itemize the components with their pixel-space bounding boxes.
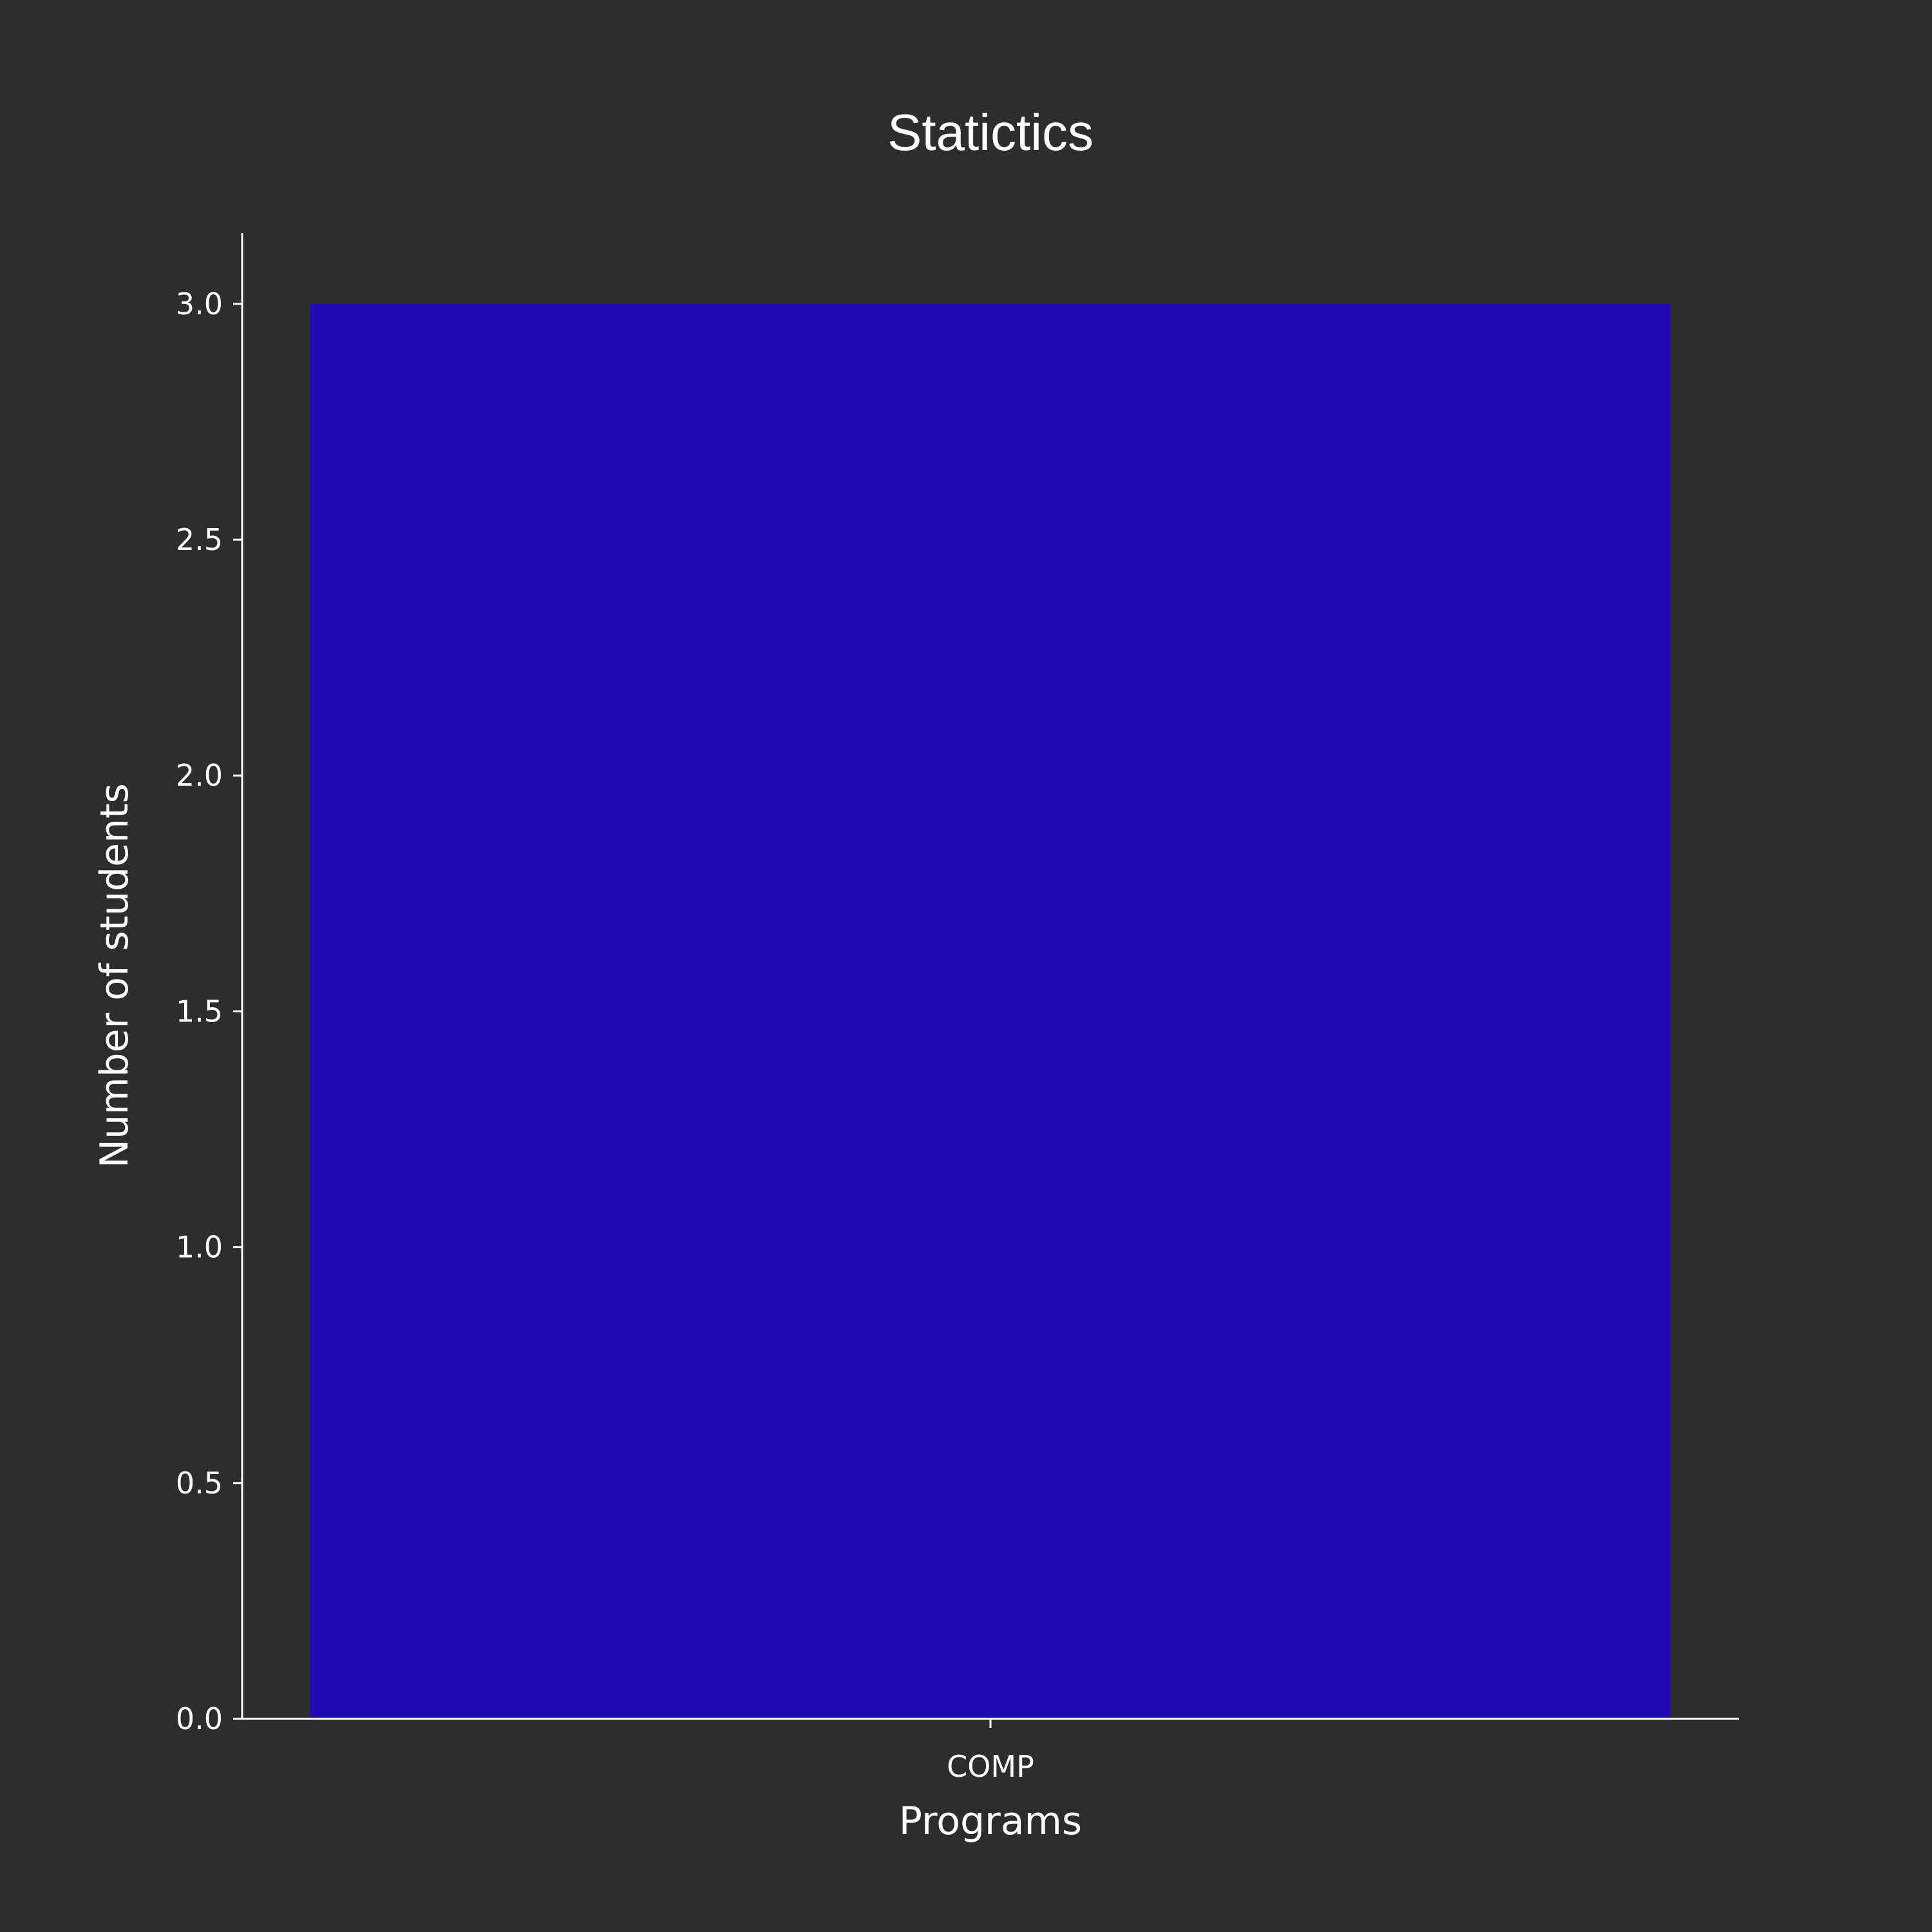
x-tick-label: COMP xyxy=(947,1749,1034,1784)
y-ticks-layer: 0.0 0.5 1.0 1.5 2.0 2.5 3.0 xyxy=(176,287,242,1736)
chart-title: Statictics xyxy=(887,104,1094,161)
y-tick-label: 1.0 xyxy=(176,1230,223,1265)
y-tick-label: 0.5 xyxy=(176,1466,223,1501)
y-tick-label: 1.5 xyxy=(176,994,223,1028)
x-ticks-layer: COMP xyxy=(947,1719,1034,1784)
x-axis-label: Programs xyxy=(899,1799,1082,1844)
y-axis-label: Number of students xyxy=(92,783,137,1168)
bar-comp xyxy=(310,303,1671,1719)
y-tick-label: 2.0 xyxy=(176,758,223,793)
y-tick-label: 0.0 xyxy=(176,1701,223,1736)
y-tick-label: 3.0 xyxy=(176,287,223,321)
y-tick-label: 2.5 xyxy=(176,522,223,557)
bars-layer xyxy=(310,303,1671,1719)
